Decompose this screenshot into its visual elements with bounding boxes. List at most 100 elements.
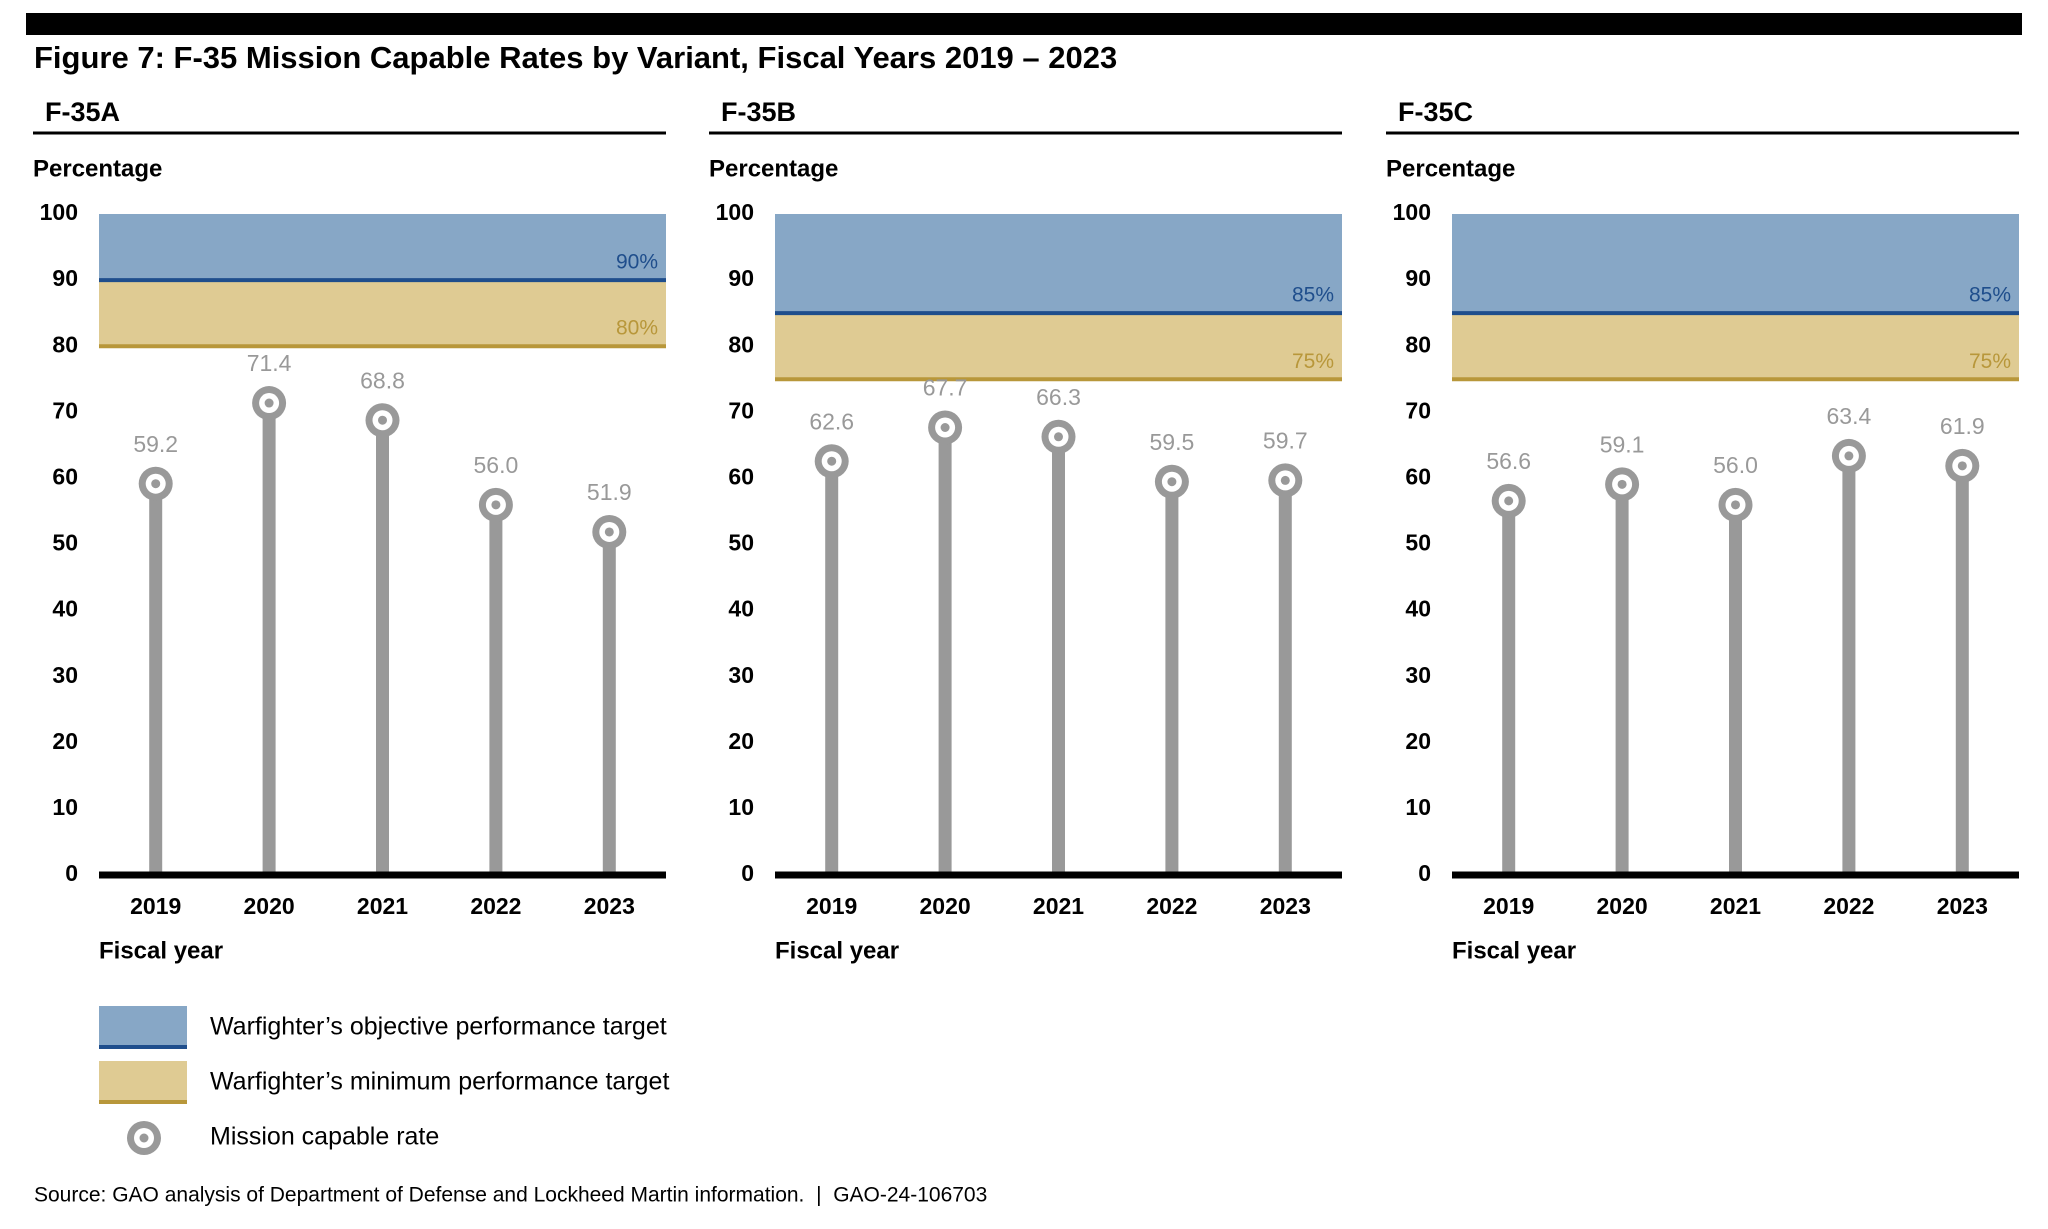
y-axis-label: Percentage	[709, 155, 838, 182]
top-bar	[26, 13, 2022, 35]
minimum-band	[775, 313, 1342, 380]
x-tick-label: 2023	[1937, 893, 1988, 919]
objective-label: 85%	[1292, 284, 1334, 307]
marker-center	[604, 527, 614, 537]
value-label: 56.6	[1486, 448, 1531, 474]
y-tick-label: 100	[716, 199, 754, 225]
panel-title: F-35A	[45, 97, 120, 127]
value-label: 71.4	[247, 350, 292, 376]
legend-label: Warfighter’s minimum performance target	[210, 1068, 669, 1096]
y-tick-label: 20	[1405, 728, 1431, 754]
legend-swatch-objective	[99, 1006, 187, 1049]
panel-title: F-35C	[1398, 97, 1473, 127]
marker-center	[1617, 479, 1627, 489]
x-tick-label: 2022	[470, 893, 521, 919]
y-tick-label: 90	[52, 265, 78, 291]
y-tick-label: 30	[1405, 662, 1431, 688]
y-tick-label: 50	[728, 530, 754, 556]
y-tick-label: 40	[1405, 596, 1431, 622]
value-label: 66.3	[1036, 384, 1081, 410]
y-tick-label: 0	[741, 860, 754, 886]
marker-center	[151, 479, 161, 489]
value-label: 59.1	[1600, 431, 1645, 457]
value-label: 59.5	[1150, 429, 1195, 455]
x-tick-label: 2021	[357, 893, 408, 919]
marker-center	[491, 500, 501, 510]
value-label: 59.2	[133, 431, 178, 457]
y-axis-label: Percentage	[33, 155, 162, 182]
y-tick-label: 10	[728, 794, 754, 820]
x-tick-label: 2023	[1260, 893, 1311, 919]
y-tick-label: 80	[1405, 331, 1431, 357]
value-label: 59.7	[1263, 427, 1308, 453]
y-tick-label: 100	[1393, 199, 1431, 225]
y-tick-label: 10	[52, 794, 78, 820]
marker-center	[264, 398, 274, 408]
x-tick-label: 2019	[130, 893, 181, 919]
y-tick-label: 80	[728, 331, 754, 357]
y-tick-label: 30	[52, 662, 78, 688]
y-tick-label: 60	[52, 463, 78, 489]
panel-title: F-35B	[721, 97, 796, 127]
x-tick-label: 2021	[1033, 893, 1084, 919]
x-axis-label: Fiscal year	[1452, 937, 1576, 964]
marker-center	[1957, 461, 1967, 471]
y-tick-label: 100	[40, 199, 78, 225]
value-label: 67.7	[923, 375, 968, 401]
y-tick-label: 40	[728, 596, 754, 622]
marker-center	[1054, 432, 1063, 442]
value-label: 56.0	[1713, 452, 1758, 478]
y-tick-label: 50	[52, 530, 78, 556]
y-tick-label: 70	[52, 397, 78, 423]
value-label: 63.4	[1827, 403, 1872, 429]
x-tick-label: 2021	[1710, 893, 1761, 919]
objective-band	[99, 214, 666, 281]
marker-center	[827, 456, 837, 466]
marker-center	[940, 423, 950, 433]
x-tick-label: 2020	[244, 893, 295, 919]
value-label: 68.8	[360, 367, 405, 393]
objective-band	[1452, 214, 2019, 314]
y-tick-label: 90	[728, 265, 754, 291]
value-label: 56.0	[474, 452, 519, 478]
x-axis-label: Fiscal year	[775, 937, 899, 964]
x-tick-label: 2022	[1823, 893, 1874, 919]
objective-band	[775, 214, 1342, 314]
value-label: 62.6	[809, 408, 854, 434]
marker-center	[1280, 475, 1290, 485]
x-axis-label: Fiscal year	[99, 937, 223, 964]
minimum-label: 80%	[616, 317, 658, 340]
y-tick-label: 70	[728, 397, 754, 423]
value-label: 51.9	[587, 479, 632, 505]
marker-center	[1731, 500, 1740, 510]
x-tick-label: 2023	[584, 893, 635, 919]
y-tick-label: 0	[65, 860, 78, 886]
y-tick-label: 40	[52, 596, 78, 622]
y-tick-label: 80	[52, 331, 78, 357]
minimum-label: 75%	[1969, 350, 2011, 373]
marker-center	[378, 415, 387, 425]
source: Source: GAO analysis of Department of De…	[34, 1184, 987, 1207]
x-tick-label: 2020	[1597, 893, 1648, 919]
figure-title: Figure 7: F-35 Mission Capable Rates by …	[34, 40, 1117, 75]
y-tick-label: 70	[1405, 397, 1431, 423]
marker-center	[1167, 477, 1177, 487]
y-tick-label: 20	[728, 728, 754, 754]
objective-label: 90%	[616, 251, 658, 274]
y-axis-label: Percentage	[1386, 155, 1515, 182]
y-tick-label: 10	[1405, 794, 1431, 820]
objective-label: 85%	[1969, 284, 2011, 307]
x-tick-label: 2019	[806, 893, 857, 919]
marker-center	[139, 1133, 149, 1143]
y-tick-label: 50	[1405, 530, 1431, 556]
x-tick-label: 2022	[1146, 893, 1197, 919]
minimum-band	[99, 280, 666, 347]
value-label: 61.9	[1940, 413, 1985, 439]
minimum-label: 75%	[1292, 350, 1334, 373]
marker-center	[1844, 451, 1854, 461]
minimum-band	[1452, 313, 2019, 380]
legend-swatch-minimum	[99, 1061, 187, 1104]
x-tick-label: 2020	[920, 893, 971, 919]
